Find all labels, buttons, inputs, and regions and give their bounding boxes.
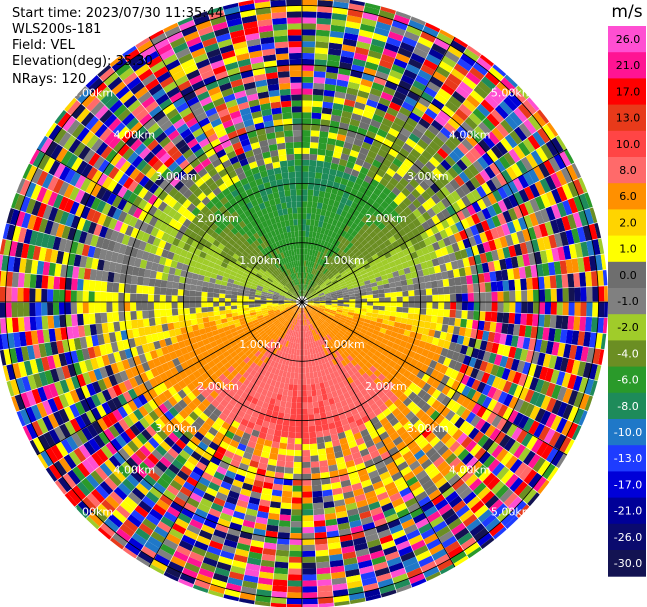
range-ring-label: 5.00km [491, 506, 533, 519]
range-ring-label: 2.00km [197, 212, 239, 225]
range-ring-label: 2.00km [365, 380, 407, 393]
colorbar-cell [608, 52, 646, 79]
colorbar-cell [608, 340, 646, 368]
colorbar-tick-label: -8.0 [617, 400, 638, 413]
colorbar-cell [608, 392, 646, 420]
radial-spoke [301, 148, 568, 303]
colorbar-tick-label: 13.0 [616, 112, 641, 125]
instrument-label: WLS200s-181 [12, 22, 102, 37]
range-ring-label: 4.00km [449, 128, 491, 141]
range-ring-label: 4.00km [449, 464, 491, 477]
range-ring-label: 2.00km [197, 380, 239, 393]
colorbar-tick-label: -10.0 [614, 426, 642, 439]
range-ring-label: 3.00km [155, 422, 197, 435]
colorbar-tick-label: 10.0 [616, 138, 641, 151]
radial-bins [0, 0, 608, 607]
colorbar-tick-label: 2.0 [619, 216, 637, 229]
range-ring-label: 4.00km [114, 464, 156, 477]
range-ring-label: 5.00km [491, 86, 533, 99]
colorbar-tick-label: 0.0 [619, 269, 637, 282]
colorbar-cell [608, 130, 646, 158]
colorbar-tick-label: 26.0 [616, 33, 641, 46]
colorbar-cell [608, 235, 646, 263]
colorbar-tick-label: 21.0 [616, 59, 641, 72]
colorbar-cell [608, 288, 646, 315]
colorbar-tick-label: 6.0 [619, 190, 637, 203]
range-ring-label: 2.00km [365, 212, 407, 225]
colorbar-cell [608, 78, 646, 106]
colorbar-cell [608, 366, 646, 394]
colorbar-tick-label: -30.0 [614, 557, 642, 570]
colorbar-cell [608, 445, 646, 472]
colorbar-cell [608, 550, 646, 577]
colorbar-tick-label: 17.0 [616, 85, 641, 98]
colorbar-tick-label: -2.0 [617, 321, 638, 334]
radial-spoke [148, 301, 303, 568]
colorbar-tick-label: 1.0 [619, 243, 637, 256]
range-ring-label: 1.00km [323, 254, 365, 267]
colorbar-cell [608, 157, 646, 184]
range-ring-label: 3.00km [407, 170, 449, 183]
colorbar-tick-label: -1.0 [617, 295, 638, 308]
range-ring-label: 4.00km [114, 128, 156, 141]
colorbar-cell [608, 104, 646, 132]
colorbar-tick-label: -21.0 [614, 505, 642, 518]
colorbar-tick-label: 8.0 [619, 164, 637, 177]
range-ring-label: 3.00km [407, 422, 449, 435]
colorbar-tick-label: -26.0 [614, 531, 642, 544]
colorbar-tick-label: -4.0 [617, 347, 638, 360]
range-ring-label: 1.00km [239, 254, 281, 267]
field-label: Field: VEL [12, 38, 75, 53]
colorbar-tick-label: -6.0 [617, 374, 638, 387]
range-ring-label: 3.00km [155, 170, 197, 183]
range-ring-label: 1.00km [323, 338, 365, 351]
radial-spoke [301, 36, 456, 303]
colorbar-cell [608, 261, 646, 289]
colorbar-cell [608, 26, 646, 53]
colorbar-tick-label: -17.0 [614, 478, 642, 491]
colorbar-title: m/s [611, 2, 642, 22]
range-ring-label: 5.00km [72, 86, 114, 99]
radial-spokes [0, 0, 608, 607]
colorbar-cell [608, 183, 646, 210]
range-ring-label: 5.00km [72, 506, 114, 519]
start-time-label: Start time: 2023/07/30 11:35:44 [12, 6, 224, 21]
radial-spoke [301, 301, 456, 568]
colorbar-tick-label: -13.0 [614, 452, 642, 465]
colorbar-cell [608, 471, 646, 499]
radial-spoke [36, 148, 303, 303]
elevation-label: Elevation(deg): 35.30 [12, 54, 153, 69]
colorbar-cell [608, 523, 646, 551]
colorbar-cell [608, 209, 646, 237]
nrays-label: NRays: 120 [12, 72, 87, 87]
range-ring-labels: 1.00km 1.00km 1.00km 1.00km 2.00km 2.00km 2.00… [72, 86, 533, 518]
colorbar-cell [608, 314, 646, 341]
colorbar-cell [608, 497, 646, 525]
colorbar-cell [608, 419, 646, 446]
radial-spoke [36, 301, 303, 456]
range-ring-label: 1.00km [239, 338, 281, 351]
radial-spoke [148, 36, 303, 303]
radial-spoke [301, 301, 568, 456]
